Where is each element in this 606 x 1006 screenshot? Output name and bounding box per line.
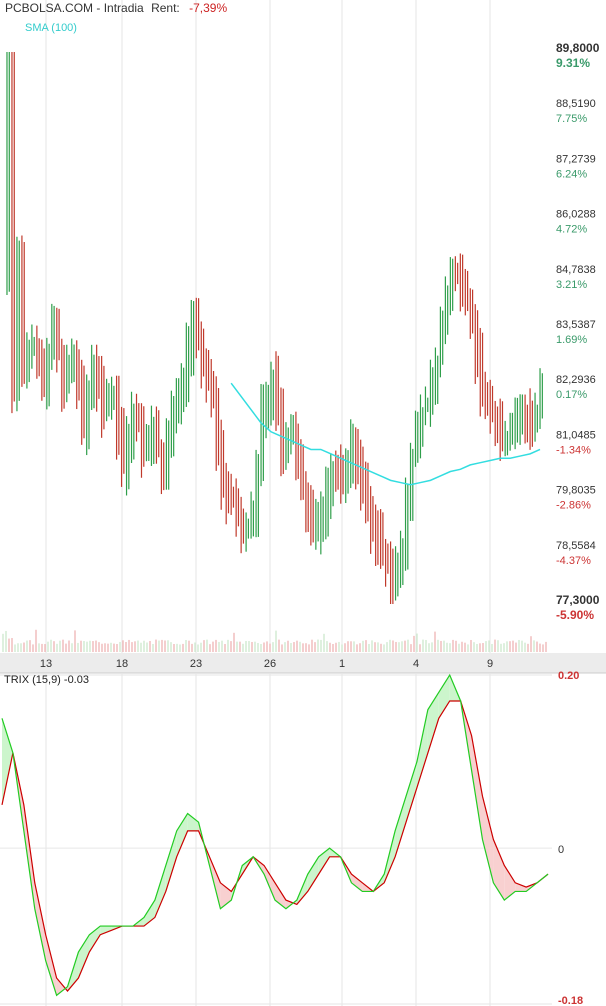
trix-fill-segment (89, 926, 101, 953)
date-axis: 13 18 23 26 1 4 9 (40, 658, 493, 670)
trix-fill-segment (416, 709, 428, 788)
rent-value: -7,39% (189, 1, 228, 15)
date-tick-label: 9 (487, 658, 493, 670)
date-tick-label: 23 (190, 658, 202, 670)
trix-fill-segment (406, 761, 417, 823)
pct-tick-label: 4.72% (556, 224, 587, 236)
pct-tick-label: 9.31% (556, 56, 590, 70)
trix-fill-segment (482, 796, 494, 883)
date-axis-band (0, 653, 606, 673)
trix-tick-label: 0 (558, 844, 564, 856)
trix-fill-segment (504, 865, 516, 901)
pct-tick-label: 3.21% (556, 279, 587, 291)
trix-fill-segment (165, 830, 177, 892)
pct-tick-label: 0.17% (556, 389, 587, 401)
pct-tick-label: -2.86% (556, 500, 591, 512)
trix-fill-segment (78, 934, 90, 979)
trix-line (1, 673, 549, 997)
date-tick-label: 4 (413, 658, 419, 670)
trix-fill-segment (471, 735, 483, 840)
trix-fill-segment (318, 848, 330, 875)
trix-fill-segment (220, 882, 232, 909)
trix-fill-segment (56, 978, 68, 996)
date-tick-label: 1 (339, 658, 345, 670)
price-bars (6, 52, 543, 604)
price-tick-label: 89,8000 (556, 41, 600, 55)
sma-line (230, 382, 541, 486)
price-tick-label: 83,5387 (556, 319, 596, 331)
date-tick-label: 26 (264, 658, 276, 670)
price-grid (45, 0, 491, 653)
header-separator: - (93, 1, 104, 15)
trix-fill-segment (34, 882, 46, 961)
price-tick-label: 81,0485 (556, 429, 596, 441)
price-tick-label: 78,5584 (556, 540, 596, 552)
pct-tick-label: -4.37% (556, 555, 591, 567)
price-tick-label: 82,2936 (556, 374, 596, 386)
trix-fill-segment (307, 856, 319, 892)
trix-fill-segment (395, 796, 407, 857)
trix-tick-label: -0.18 (558, 995, 583, 1006)
trix-fill (2, 675, 548, 996)
trix-fill-segment (275, 882, 286, 909)
pct-tick-label: 1.69% (556, 334, 587, 346)
price-tick-label: 84,7838 (556, 264, 596, 276)
trix-fill-segment (23, 804, 35, 909)
rent-label: Rent: (151, 1, 180, 15)
pct-tick-label: -5.90% (556, 608, 594, 622)
trix-fill-segment (45, 934, 57, 996)
trix-fill-segment (187, 813, 199, 831)
trix-fill-segment (2, 718, 13, 805)
price-tick-label: 79,8035 (556, 485, 596, 497)
trix-fill-segment (351, 874, 363, 892)
period-mode: Intradia (103, 1, 144, 15)
trix-fill-segment (154, 865, 166, 918)
trix-fill-segment (515, 882, 527, 892)
sma-legend: SMA (100) (25, 22, 77, 34)
price-tick-label: 77,3000 (556, 593, 600, 607)
trix-legend: TRIX (15,9) -0.03 (4, 674, 89, 686)
trix-fill-segment (100, 926, 112, 935)
chart-header: PCBOLSA.COM - Intradia Rent: -7,39% (5, 1, 227, 15)
pct-tick-label: -1.34% (556, 444, 591, 456)
trix-fill-segment (176, 813, 188, 857)
site-name[interactable]: PCBOLSA.COM (5, 1, 94, 15)
price-tick-label: 86,0288 (556, 209, 596, 221)
price-tick-label: 88,5190 (556, 98, 596, 110)
pct-tick-label: 6.24% (556, 168, 587, 180)
date-tick-label: 18 (116, 658, 128, 670)
trix-fill-segment (493, 839, 505, 901)
date-tick-label: 13 (40, 658, 52, 670)
trix-fill-segment (427, 692, 439, 753)
volume-bars (2, 629, 547, 652)
trix-grid (0, 673, 552, 1006)
trix-axis: 0.20 0 -0.18 (558, 670, 583, 1006)
trix-fill-segment (438, 675, 450, 719)
pct-tick-label: 7.75% (556, 113, 587, 125)
price-tick-label: 87,2739 (556, 153, 596, 165)
trix-tick-label: 0.20 (558, 670, 579, 682)
trix-fill-segment (264, 865, 275, 901)
trix-signal-line (1, 700, 549, 992)
